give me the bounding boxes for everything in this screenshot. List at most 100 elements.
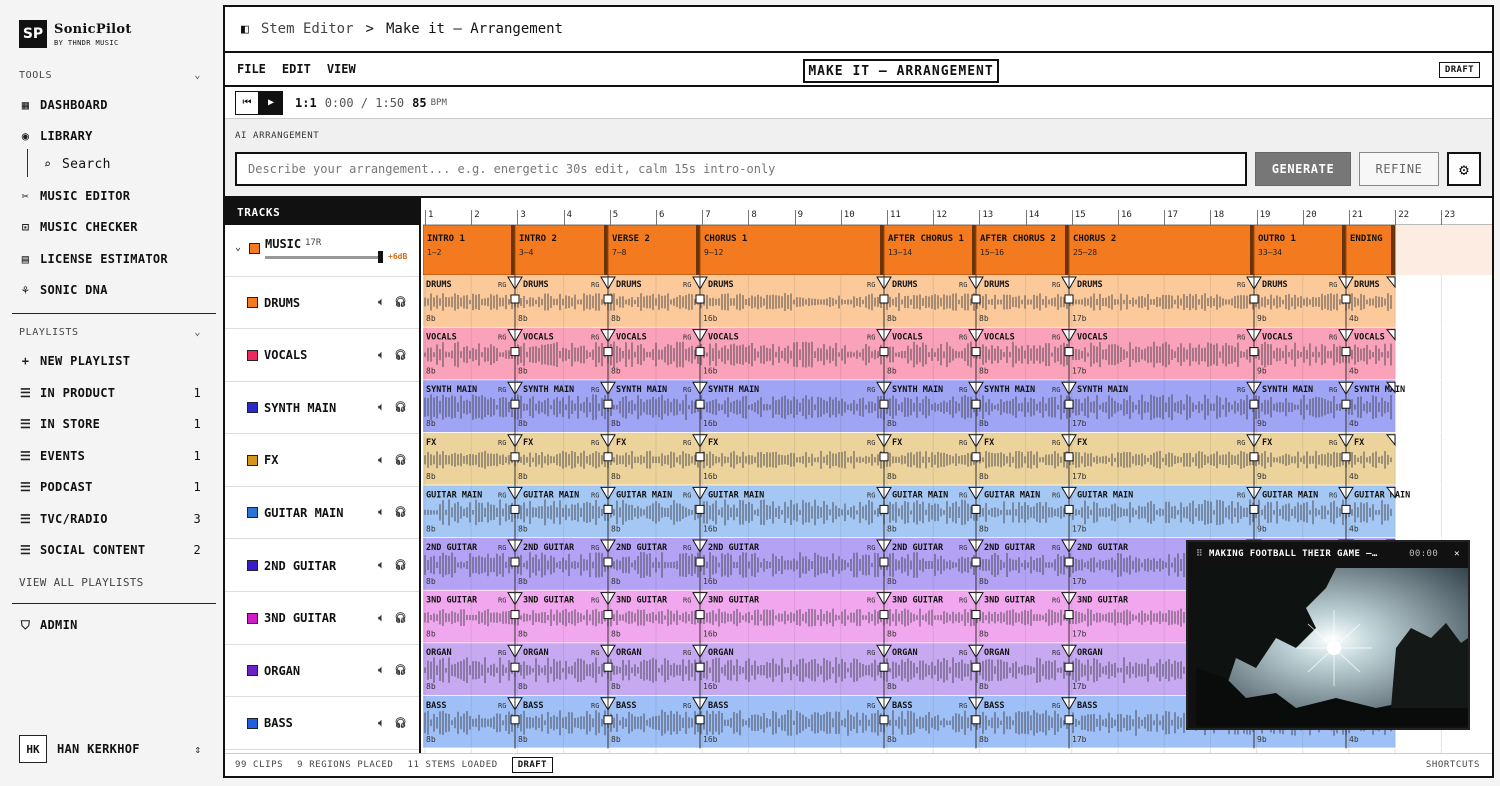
clip-tag: RG <box>591 386 599 394</box>
chevron-updown-icon: ⇕ <box>194 742 201 756</box>
nav-admin[interactable]: ⛉ ADMIN <box>19 615 201 635</box>
track-row-vocals[interactable]: VOCALS 🔈︎ 🎧︎ <box>225 330 419 382</box>
refine-button[interactable]: REFINE <box>1359 152 1439 186</box>
arrangement-prompt-input[interactable] <box>235 152 1247 186</box>
clip-name: SYNTH MAIN <box>984 385 1035 395</box>
section-range: 7–8 <box>612 248 627 257</box>
headphones-icon[interactable]: 🎧︎ <box>394 454 407 466</box>
clip-handle <box>879 399 889 409</box>
ruler-label: 9 <box>797 210 804 220</box>
nav-search[interactable]: ⌕ Search <box>41 154 201 174</box>
playlist-item[interactable]: ☰ TVC/RADIO 3 <box>19 509 201 529</box>
playlist-item[interactable]: ☰ IN PRODUCT 1 <box>19 383 201 403</box>
playlist-label: TVC/RADIO <box>40 512 108 526</box>
tools-section-header[interactable]: TOOLS ⌄ <box>19 70 201 81</box>
headphones-icon[interactable]: 🎧︎ <box>394 717 407 729</box>
nav-dashboard[interactable]: ▦ DASHBOARD <box>19 95 201 115</box>
headphones-icon[interactable]: 🎧︎ <box>394 560 407 571</box>
video-header[interactable]: ⠿ MAKING FOOTBALL THEIR GAME –… 00:00 ✕ <box>1188 542 1468 566</box>
headphones-icon[interactable]: 🎧︎ <box>394 665 407 677</box>
chevron-down-icon[interactable]: ⌄ <box>235 242 242 253</box>
gain-slider[interactable] <box>265 256 381 259</box>
nav-music-editor[interactable]: ✂ MUSIC EDITOR <box>19 186 201 206</box>
breadcrumb-parent[interactable]: Stem Editor <box>260 21 354 37</box>
section-label: VERSE 2 <box>612 234 650 244</box>
playlist-item[interactable]: ☰ EVENTS 1 <box>19 446 201 466</box>
clip-length: 8b <box>426 472 436 481</box>
speaker-icon[interactable]: 🔈︎ <box>378 612 385 624</box>
speaker-icon[interactable]: 🔈︎ <box>378 665 385 677</box>
zoom-ratio[interactable]: 1:1 <box>295 95 317 110</box>
ruler-label: 10 <box>843 210 855 220</box>
timeline-ruler[interactable]: 1 2 3 4 5 6 7 8 9 10 11 12 13 14 15 16 17 18 19 20 21 22 23 <box>423 198 1492 225</box>
sidebar-toggle-icon[interactable]: ◧ <box>241 21 249 37</box>
clip-name: 3ND GUITAR <box>984 596 1036 606</box>
shortcuts-link[interactable]: SHORTCUTS <box>1425 760 1480 770</box>
track-row-organ[interactable]: ORGAN 🔈︎ 🎧︎ <box>225 645 419 698</box>
clip-handle <box>695 452 705 462</box>
speaker-icon[interactable]: 🔈︎ <box>378 297 385 308</box>
speaker-icon[interactable]: 🔈︎ <box>378 717 385 729</box>
new-playlist-button[interactable]: + NEW PLAYLIST <box>19 351 201 371</box>
settings-button[interactable]: ⚙ <box>1447 152 1481 186</box>
playlist-count: 1 <box>193 449 201 463</box>
track-row-guitar-main[interactable]: GUITAR MAIN 🔈︎ 🎧︎ <box>225 487 419 540</box>
clip-tag: RG <box>867 544 875 552</box>
track-row-2nd-guitar[interactable]: 2ND GUITAR 🔈︎ 🎧︎ <box>225 540 419 592</box>
music-track-row[interactable]: ⌄ MUSIC 17R +6dB <box>225 225 419 277</box>
menu-edit[interactable]: EDIT <box>281 62 311 76</box>
app-logo[interactable]: SP SonicPilot BY THNDR MUSIC <box>19 20 132 48</box>
video-preview[interactable]: ⠿ MAKING FOOTBALL THEIR GAME –… 00:00 ✕ <box>1186 540 1470 730</box>
track-row-3nd-guitar[interactable]: 3ND GUITAR 🔈︎ 🎧︎ <box>225 593 419 645</box>
headphones-icon[interactable]: 🎧︎ <box>394 507 407 519</box>
gain-slider-handle[interactable] <box>378 251 383 263</box>
track-row-synth-main[interactable]: SYNTH MAIN 🔈︎ 🎧︎ <box>225 382 419 435</box>
clip-handle <box>1064 452 1074 462</box>
clip-length: 8b <box>887 367 897 376</box>
clip-tag: RG <box>591 491 599 499</box>
speaker-icon[interactable]: 🔈︎ <box>378 454 385 466</box>
clip-name: ORGAN <box>426 648 452 658</box>
skip-back-button[interactable]: ⏮ <box>235 90 259 115</box>
track-row-fx[interactable]: FX 🔈︎ 🎧︎ <box>225 435 419 487</box>
playlist-item[interactable]: ☰ SOCIAL CONTENT 2 <box>19 540 201 560</box>
speaker-icon[interactable]: 🔈︎ <box>378 507 385 519</box>
clip-tag: RG <box>1052 386 1060 394</box>
speaker-icon[interactable]: 🔈︎ <box>378 402 385 414</box>
playlist-item[interactable]: ☰ PODCAST 1 <box>19 477 201 497</box>
section-label: CHORUS 2 <box>1073 234 1116 244</box>
playlist-label: IN PRODUCT <box>40 386 116 400</box>
clip-name: ORGAN <box>892 648 918 658</box>
user-menu[interactable]: HK HAN KERKHOF ⇕ <box>19 735 201 763</box>
speaker-icon[interactable]: 🔈︎ <box>378 349 385 361</box>
track-row-bass[interactable]: BASS 🔈︎ 🎧︎ <box>225 698 419 750</box>
headphones-icon[interactable]: 🎧︎ <box>394 402 407 414</box>
view-all-playlists-link[interactable]: VIEW ALL PLAYLISTS <box>19 575 144 589</box>
headphones-icon[interactable]: 🎧︎ <box>394 612 407 624</box>
playlist-item[interactable]: ☰ IN STORE 1 <box>19 414 201 434</box>
clip-length: 16b <box>703 630 718 639</box>
play-button[interactable]: ▶ <box>259 90 283 115</box>
headphones-icon[interactable]: 🎧︎ <box>394 297 407 308</box>
drag-handle-icon[interactable]: ⠿ <box>1196 549 1203 559</box>
headphones-icon[interactable]: 🎧︎ <box>394 349 407 361</box>
generate-button[interactable]: GENERATE <box>1255 152 1351 186</box>
clip-length: 16b <box>703 419 718 428</box>
nav-sonic-dna[interactable]: ⚘ SONIC DNA <box>19 280 201 300</box>
menu-view[interactable]: VIEW <box>326 62 356 76</box>
ruler-tick <box>609 210 611 225</box>
bpm-value[interactable]: 85 <box>412 95 427 110</box>
project-title[interactable]: MAKE IT – ARRANGEMENT <box>803 59 999 83</box>
nav-music-checker[interactable]: ⊡ MUSIC CHECKER <box>19 217 201 237</box>
menu-file[interactable]: FILE <box>237 62 266 76</box>
close-icon[interactable]: ✕ <box>1454 549 1460 559</box>
nav-library[interactable]: ◉ LIBRARY <box>19 126 201 146</box>
bpm-unit: BPM <box>430 97 447 108</box>
track-name: ORGAN <box>264 663 301 678</box>
track-row-drums[interactable]: DRUMS 🔈︎ 🎧︎ <box>225 277 419 329</box>
speaker-icon[interactable]: 🔈︎ <box>378 560 385 571</box>
playlists-section-header[interactable]: PLAYLISTS ⌄ <box>19 327 201 338</box>
clip-tag: RG <box>1329 281 1337 289</box>
nav-license-estimator[interactable]: ▤ LICENSE ESTIMATOR <box>19 249 201 269</box>
video-frame[interactable] <box>1196 568 1468 726</box>
